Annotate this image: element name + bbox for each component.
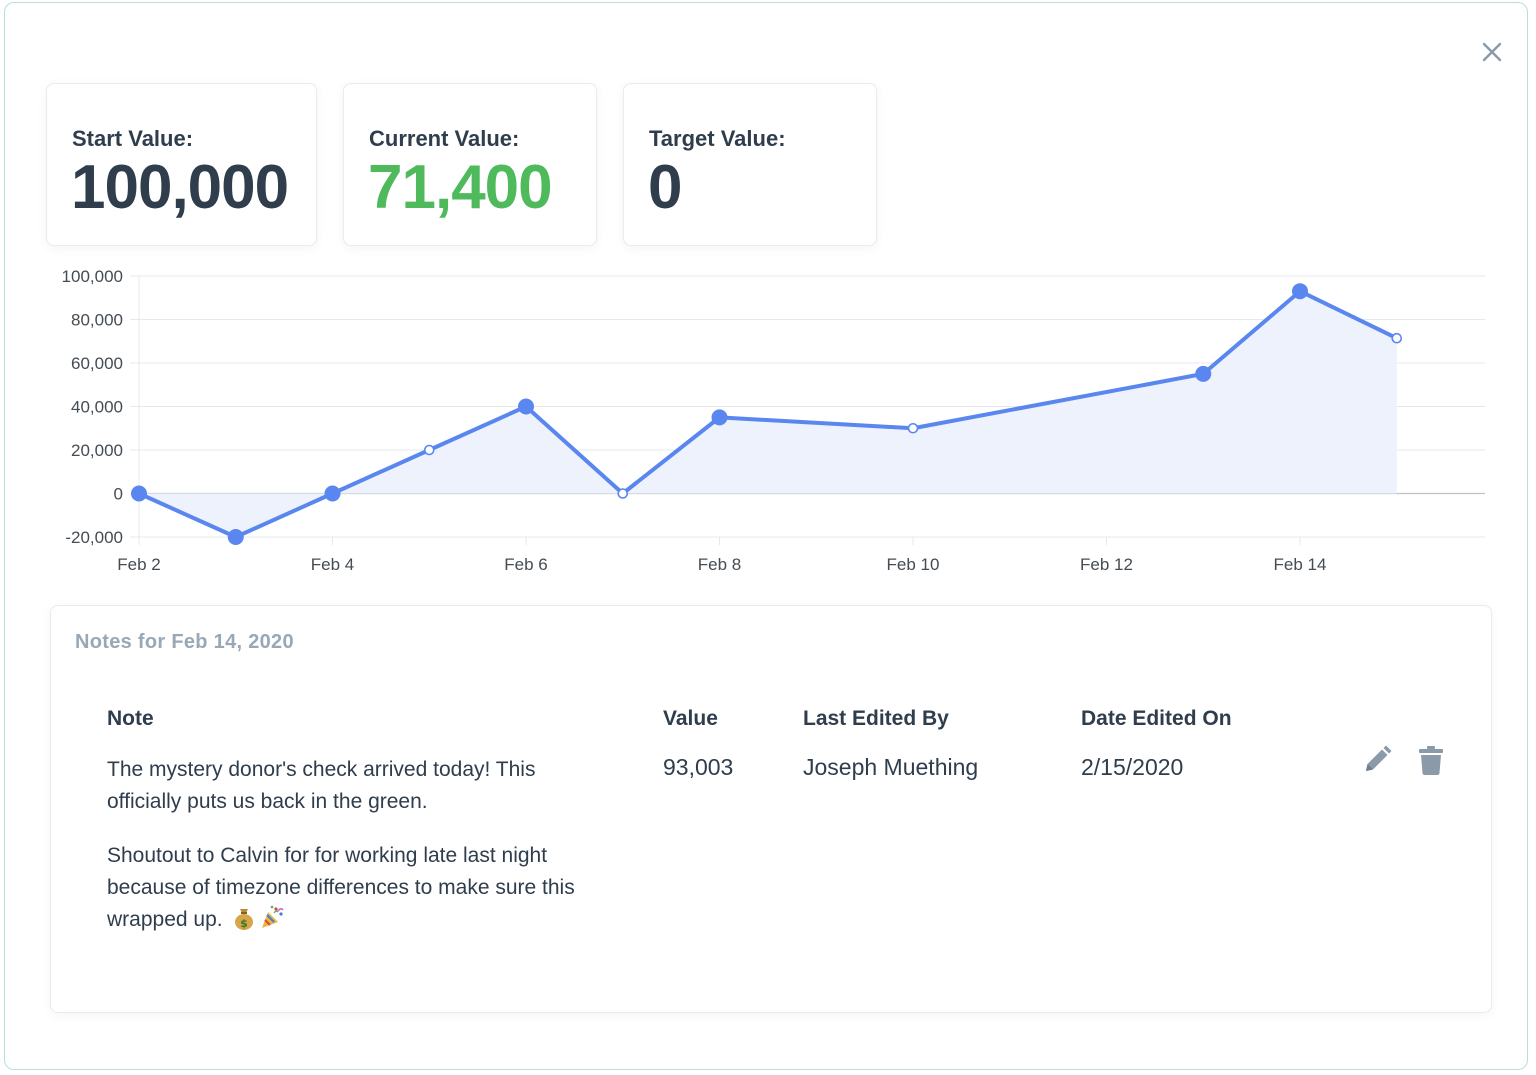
start-value-card: Start Value: 100,000 xyxy=(46,83,317,246)
target-value-card: Target Value: 0 xyxy=(623,83,877,246)
data-point-with-note xyxy=(324,485,341,502)
column-header-value: Value xyxy=(663,707,718,730)
x-tick-label: Feb 6 xyxy=(504,555,547,574)
x-tick-label: Feb 12 xyxy=(1080,555,1133,574)
current-value-card: Current Value: 71,400 xyxy=(343,83,597,246)
note-paragraph-text: Shoutout to Calvin for for working late … xyxy=(107,844,575,931)
note-paragraph: The mystery donor's check arrived today!… xyxy=(107,758,536,813)
start-value: 100,000 xyxy=(71,153,289,222)
pencil-icon[interactable] xyxy=(1361,744,1393,781)
money-bag-icon: $ xyxy=(233,906,255,940)
current-value-label: Current Value: xyxy=(369,126,520,151)
column-header-note: Note xyxy=(107,707,154,730)
data-point xyxy=(423,444,435,456)
progress-chart: 100,000 80,000 60,000 40,000 20,000 0 -20,000 F… xyxy=(62,267,1485,574)
trash-icon[interactable] xyxy=(1417,744,1445,781)
note-edited-by: Joseph Muething xyxy=(803,754,979,780)
current-value: 71,400 xyxy=(368,153,553,222)
x-tick-label: Feb 8 xyxy=(698,555,741,574)
y-tick-label: -20,000 xyxy=(65,528,123,547)
note-value: 93,003 xyxy=(663,754,734,780)
data-point-with-note xyxy=(1195,365,1212,382)
data-point-with-note xyxy=(1292,283,1308,300)
column-header-date-edited-on: Date Edited On xyxy=(1081,707,1232,730)
y-tick-label: 40,000 xyxy=(71,398,123,417)
note-edited-on: 2/15/2020 xyxy=(1081,754,1184,780)
column-header-last-edited-by: Last Edited By xyxy=(803,707,949,730)
target-value-label: Target Value: xyxy=(649,126,786,151)
data-point-with-note xyxy=(131,485,147,502)
x-tick-label: Feb 2 xyxy=(117,555,160,574)
data-point-with-note xyxy=(227,529,244,545)
svg-text:$: $ xyxy=(240,917,248,930)
goal-modal: Start Value: 100,000 Current Value: 71,4… xyxy=(4,2,1528,1070)
x-tick-label: Feb 10 xyxy=(887,555,940,574)
series-area xyxy=(139,291,1397,537)
close-icon[interactable] xyxy=(1479,39,1505,65)
data-point xyxy=(1391,332,1403,344)
data-point-with-note xyxy=(518,398,534,415)
data-point-with-note xyxy=(711,409,728,426)
x-tick-label: Feb 14 xyxy=(1274,555,1327,574)
note-paragraph: Shoutout to Calvin for for working late … xyxy=(107,840,607,940)
party-popper-icon xyxy=(259,904,285,940)
y-tick-label: 100,000 xyxy=(62,267,123,286)
notes-title: Notes for Feb 14, 2020 xyxy=(75,631,294,653)
x-tick-label: Feb 4 xyxy=(311,555,354,574)
data-point xyxy=(617,488,629,499)
notes-panel: Notes for Feb 14, 2020 Note Value Last E… xyxy=(50,605,1492,1013)
target-value: 0 xyxy=(648,153,682,222)
y-tick-label: 20,000 xyxy=(71,441,123,460)
y-tick-label: 60,000 xyxy=(71,354,123,373)
start-value-label: Start Value: xyxy=(72,126,194,151)
y-tick-label: 80,000 xyxy=(71,311,123,330)
y-tick-label: 0 xyxy=(114,485,123,504)
data-point xyxy=(907,422,919,434)
